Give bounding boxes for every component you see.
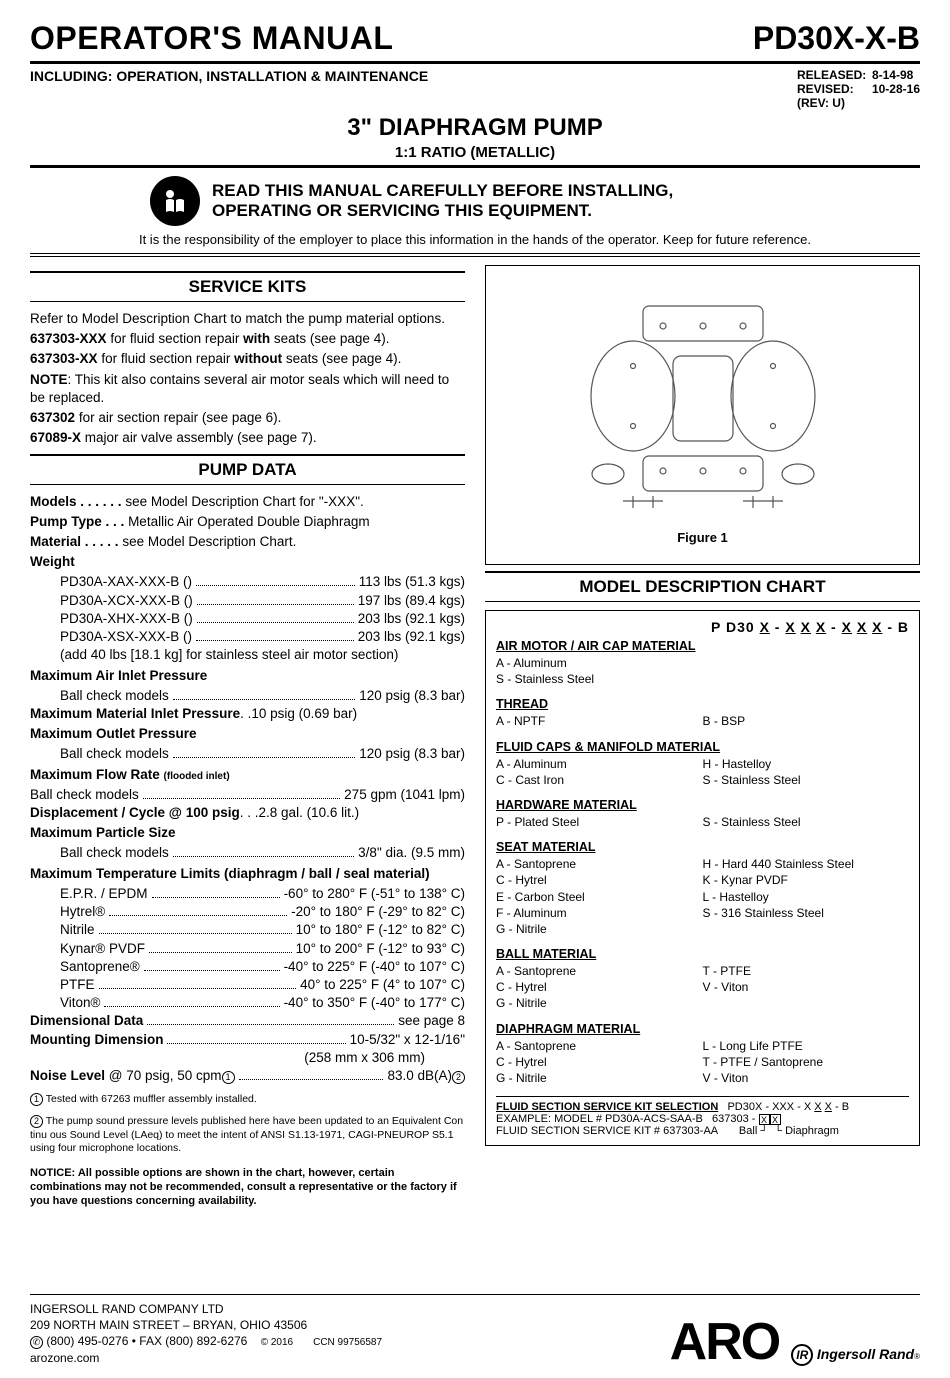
ccn: CCN 99756587: [313, 1337, 382, 1348]
service-kits-body: Refer to Model Description Chart to matc…: [30, 310, 465, 448]
copyright: © 2016: [261, 1337, 293, 1348]
aro-logo: ARO: [670, 1319, 780, 1366]
mount-metric: (258 mm x 306 mm): [30, 1049, 465, 1067]
pump-data-heading: PUMP DATA: [30, 454, 465, 485]
rev-label: (REV: U): [797, 96, 920, 110]
ratio: 1:1 RATIO (METALLIC): [30, 144, 920, 161]
model-chart: P D30 X - X X X - X X X - B AIR MOTOR / …: [485, 610, 920, 1146]
figure-1: Figure 1: [485, 265, 920, 565]
header-row: OPERATOR'S MANUAL PD30X-X-B: [30, 20, 920, 57]
warning-line1: READ THIS MANUAL CAREFULLY BEFORE INSTAL…: [212, 181, 673, 201]
footnote-2: 2 The pump sound pressure levels publish…: [30, 1115, 465, 1156]
release-info: RELEASED:8-14-98 REVISED:10-28-16 (REV: …: [797, 68, 920, 110]
revised-label: REVISED:: [797, 82, 872, 96]
pump-illustration: [573, 286, 833, 526]
rule: [30, 165, 920, 168]
website: arozone.com: [30, 1350, 382, 1366]
chart-model-code: P D30 X - X X X - X X X - B: [496, 619, 909, 635]
warning-line2: OPERATING OR SERVICING THIS EQUIPMENT.: [212, 201, 673, 221]
product-title: 3" DIAPHRAGM PUMP: [30, 114, 920, 142]
figure-label: Figure 1: [677, 530, 728, 545]
read-manual-icon: [150, 176, 200, 226]
sk-intro: Refer to Model Description Chart to matc…: [30, 310, 465, 328]
service-kits-heading: SERVICE KITS: [30, 271, 465, 302]
rule: [30, 256, 920, 257]
pump-data-body: Models . . . . . . see Model Description…: [30, 493, 465, 1086]
footer-right: ARO IR Ingersoll Rand®: [670, 1319, 920, 1366]
footer-left: INGERSOLL RAND COMPANY LTD 209 NORTH MAI…: [30, 1301, 382, 1366]
rule: [30, 61, 920, 64]
model-number: PD30X-X-B: [753, 20, 920, 57]
released-label: RELEASED:: [797, 68, 872, 82]
subtitle-row: INCLUDING: OPERATION, INSTALLATION & MAI…: [30, 68, 920, 110]
footnote-1: 1 Tested with 67263 muffler assembly ins…: [30, 1093, 465, 1107]
responsibility-text: It is the responsibility of the employer…: [30, 232, 920, 247]
left-column: SERVICE KITS Refer to Model Description …: [30, 265, 465, 1209]
chart-heading: MODEL DESCRIPTION CHART: [485, 571, 920, 602]
notice: NOTICE: All possible options are shown i…: [30, 1166, 465, 1209]
company: INGERSOLL RAND COMPANY LTD: [30, 1301, 382, 1317]
address: 209 NORTH MAIN STREET – BRYAN, OHIO 4350…: [30, 1317, 382, 1333]
kit-selection: FLUID SECTION SERVICE KIT SELECTION PD30…: [496, 1096, 909, 1137]
ir-logo: IR Ingersoll Rand®: [791, 1344, 920, 1366]
warning-block: READ THIS MANUAL CAREFULLY BEFORE INSTAL…: [30, 176, 920, 226]
weight-note: (add 40 lbs [18.1 kg] for stainless stee…: [60, 646, 465, 664]
footer: INGERSOLL RAND COMPANY LTD 209 NORTH MAI…: [30, 1294, 920, 1366]
revised-date: 10-28-16: [872, 82, 920, 96]
subtitle: INCLUDING: OPERATION, INSTALLATION & MAI…: [30, 68, 428, 84]
main-columns: SERVICE KITS Refer to Model Description …: [30, 265, 920, 1209]
right-column: Figure 1 MODEL DESCRIPTION CHART P D30 X…: [485, 265, 920, 1209]
released-date: 8-14-98: [872, 68, 913, 82]
phone: (800) 495-0276 • FAX (800) 892-6276: [46, 1334, 247, 1348]
manual-title: OPERATOR'S MANUAL: [30, 20, 393, 57]
rule: [30, 253, 920, 254]
warning-text: READ THIS MANUAL CAREFULLY BEFORE INSTAL…: [212, 181, 673, 222]
